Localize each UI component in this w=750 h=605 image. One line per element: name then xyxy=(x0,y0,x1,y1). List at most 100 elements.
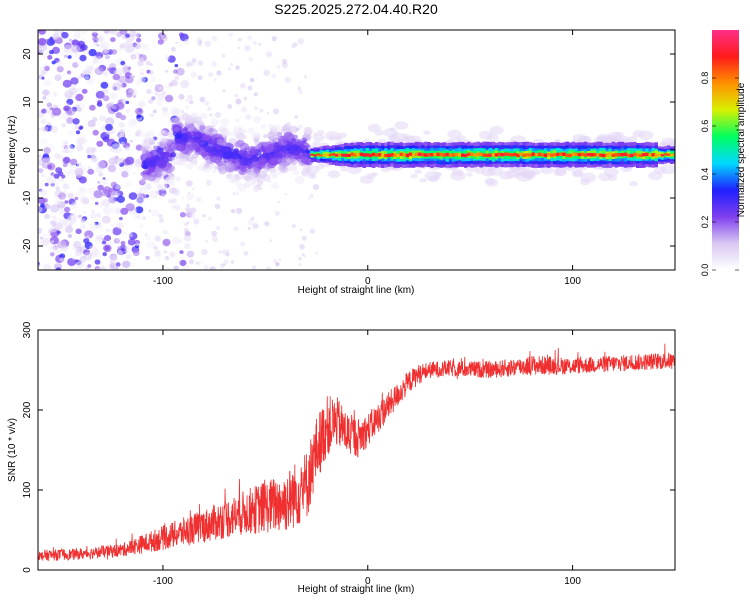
spectrogram-cell xyxy=(243,181,252,188)
spectrogram-cell xyxy=(136,196,145,204)
spectrogram-cell xyxy=(235,181,241,187)
spectrogram-cell xyxy=(167,173,176,180)
spectrogram-cell xyxy=(180,109,184,113)
spectrogram-cell xyxy=(132,171,137,175)
spectrogram-cell xyxy=(299,244,305,250)
spectrogram-cell xyxy=(178,93,185,100)
spectrogram-cell xyxy=(44,65,50,72)
spectrogram-cell xyxy=(125,180,132,187)
spectrogram-cell xyxy=(127,238,136,246)
spectrogram-cell xyxy=(131,51,141,60)
spectrogram-cell xyxy=(65,150,69,154)
spectrogram-cell xyxy=(202,214,206,218)
spectrogram-cell xyxy=(150,63,153,66)
spectrogram-cell xyxy=(118,84,123,89)
spectrogram-cell xyxy=(220,118,230,127)
spectrogram-cell xyxy=(209,266,216,270)
spectrogram-cell xyxy=(41,76,45,80)
spectrogram-cell xyxy=(161,109,171,118)
spectrogram-cell xyxy=(540,166,554,175)
spectrogram-cell xyxy=(115,262,121,267)
spectrogram-cell xyxy=(162,238,171,246)
spectrogram-cell xyxy=(174,133,183,140)
spectrogram-cell xyxy=(241,106,248,113)
spectrogram-cell xyxy=(139,224,144,229)
spectrogram-cell xyxy=(146,240,156,249)
spectrogram-cell xyxy=(79,54,87,62)
spectrogram-cell xyxy=(42,89,50,96)
spectrogram-cell xyxy=(550,153,554,157)
spectrogram-cell xyxy=(99,115,106,122)
spectrogram-cell xyxy=(454,152,459,157)
spectrogram-cell xyxy=(485,153,489,158)
spectrogram-cell xyxy=(169,251,176,258)
spectrogram-cell xyxy=(414,152,419,156)
spectrogram-cell xyxy=(67,217,72,221)
spectrogram-cell xyxy=(111,82,122,91)
spectrogram-cell xyxy=(185,180,193,187)
spectrogram-cell xyxy=(76,107,82,112)
spectrogram-cell xyxy=(240,82,246,89)
spectrogram-cell xyxy=(223,259,229,264)
spectrogram-cell xyxy=(417,152,422,156)
spectrogram-cell xyxy=(160,137,168,144)
spectrogram-cell xyxy=(109,255,118,263)
spectrogram-cell xyxy=(290,158,298,165)
spectrogram-cell xyxy=(125,203,135,212)
spectrogram-cell xyxy=(147,159,157,168)
spectrogram-cell xyxy=(371,152,376,157)
spectrogram-cell xyxy=(44,204,51,210)
spectrogram-cell xyxy=(56,201,66,209)
spectrogram-cell xyxy=(347,165,362,175)
spectrogram-cell xyxy=(445,152,450,157)
spectrogram-cell xyxy=(181,113,191,121)
spectrogram-cell xyxy=(56,66,64,73)
spectrogram-cell xyxy=(104,235,112,242)
spectrogram-cell xyxy=(447,129,462,139)
spectrogram-cell xyxy=(227,173,232,177)
spectrogram-cell xyxy=(140,146,147,152)
spectrogram-cell xyxy=(216,226,221,231)
spectrogram-cell xyxy=(608,152,612,156)
spectrogram-cell xyxy=(96,213,101,218)
spectrogram-cell xyxy=(230,260,235,264)
spectrogram-cell xyxy=(85,267,90,270)
spectrogram-cell xyxy=(263,134,268,139)
spectrogram-cell xyxy=(157,159,167,168)
spectrogram-cell xyxy=(212,156,222,164)
spectrogram-cell xyxy=(103,30,110,34)
spectrogram-cell xyxy=(235,192,239,196)
spectrogram-cell xyxy=(307,196,312,200)
spectrogram-cell xyxy=(153,155,160,161)
spectrogram-cell xyxy=(51,180,59,188)
spectrogram-cell xyxy=(77,162,82,167)
spectrogram-cell xyxy=(122,158,131,166)
spectrogram-cell xyxy=(138,186,148,194)
spectrogram-cell xyxy=(183,234,192,242)
spectrogram-cell xyxy=(107,264,117,270)
spectrogram-cell xyxy=(167,119,172,124)
spectrogram-cell xyxy=(479,152,483,156)
spectrogram-cell xyxy=(102,95,110,102)
spectrogram-cell xyxy=(126,254,132,259)
spectrogram-cell xyxy=(63,44,73,53)
spectrogram-cell xyxy=(68,223,73,228)
spectrogram-cell xyxy=(368,153,373,158)
spectrogram-cell xyxy=(178,32,184,37)
spectrogram-cell xyxy=(359,152,364,156)
spectrogram-cell xyxy=(152,109,157,114)
spectrogram-cell xyxy=(611,153,615,157)
spectrogram-x-label: Height of straight line (km) xyxy=(298,285,415,296)
spectrogram-cell xyxy=(125,33,131,38)
spectrogram-cell xyxy=(433,171,442,178)
spectrogram-cell xyxy=(623,152,628,156)
spectrogram-cell xyxy=(236,132,246,141)
spectrogram-cell xyxy=(210,118,219,126)
spectrogram-cell xyxy=(272,124,282,133)
spectrogram-cell xyxy=(101,215,111,224)
spectrogram-cell xyxy=(163,146,170,152)
spectrogram-cell xyxy=(410,173,418,179)
spectrogram-cell xyxy=(218,250,222,254)
spectrogram-cell xyxy=(128,30,137,38)
spectrogram-cell xyxy=(214,203,221,209)
